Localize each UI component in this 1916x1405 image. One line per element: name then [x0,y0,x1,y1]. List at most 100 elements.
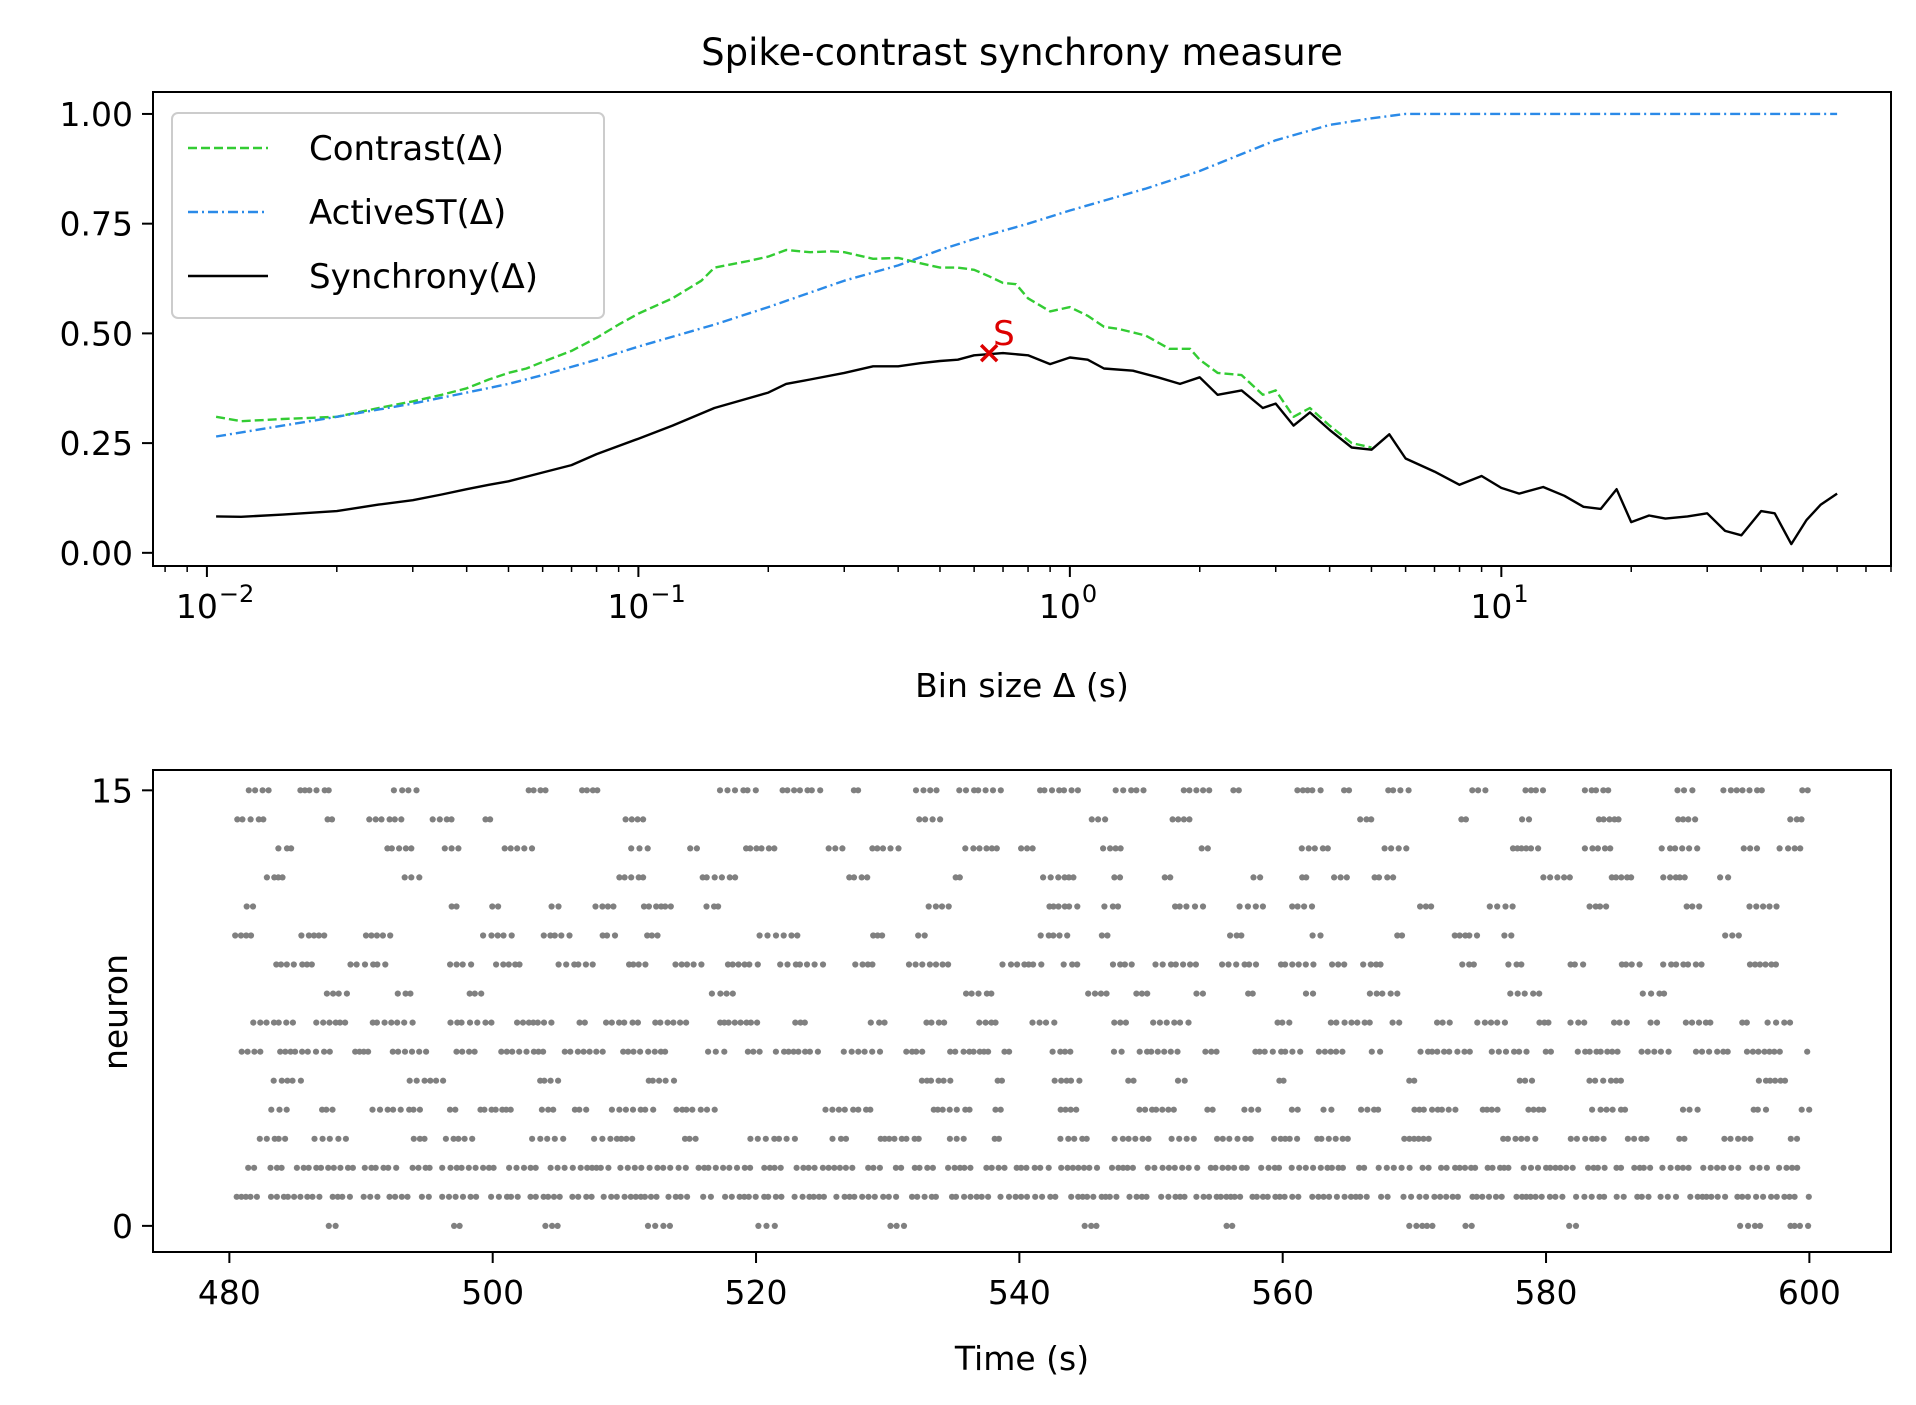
spike-dot [247,932,255,939]
spike-dot [495,903,502,910]
plot-frame [152,91,1892,567]
spike-dot [929,1164,937,1171]
spike-dot [368,932,375,939]
spike-dot [305,932,312,939]
spike-dot [1023,1164,1030,1171]
spike-dot [867,1106,874,1113]
spike-dot [516,961,523,968]
spike-dot [660,1222,667,1229]
spike-dot [540,1048,547,1055]
spike-dot [1768,1193,1775,1200]
spike-dot [1265,1164,1272,1171]
spike-dot [1694,1193,1701,1200]
spike-dot [1332,1135,1339,1142]
spike-dot [1616,1019,1623,1026]
spike-dot [1085,990,1092,997]
spike-dot [1781,1077,1789,1084]
spike-dot [534,1019,541,1026]
spike-dot [335,990,342,997]
spike-dot [717,990,724,997]
spike-dot [766,1164,774,1171]
spike-dot [571,1106,579,1113]
spike-dot [605,1164,612,1171]
spike-dot [1786,1193,1793,1200]
spike-dot [750,1048,757,1055]
spike-dot [1368,1048,1375,1055]
spike-dot [1161,1048,1168,1055]
spike-dot [1542,1048,1549,1055]
spike-dot [1075,1164,1082,1171]
spike-dot [1500,1135,1507,1142]
spike-dot [666,1222,674,1229]
spike-dot [1434,1048,1441,1055]
spike-dot [459,961,466,968]
spike-dot [1760,1193,1767,1200]
spike-dot [471,1048,478,1055]
spike-dot [1513,1193,1520,1200]
spike-dot [895,845,902,852]
spike-dot [1045,1164,1052,1171]
spike-dot [273,961,280,968]
spike-dot [530,787,537,794]
spike-dot [473,1193,480,1200]
spike-dot [448,903,455,910]
spike-dot [555,903,562,910]
spike-dot [589,1164,596,1171]
spike-dot [1720,1048,1727,1055]
spike-dot [1501,1019,1508,1026]
spike-dot [745,1193,752,1200]
spike-dot [1505,1164,1512,1171]
spike-dot [1609,1048,1616,1055]
spike-dot [468,961,475,968]
spike-dot [1586,903,1593,910]
spike-dot [1352,1193,1359,1200]
spike-dot [963,990,970,997]
spike-dot [583,787,591,794]
spike-dot [1601,845,1609,852]
spike-dot [305,1164,312,1171]
spike-dot [1325,1135,1332,1142]
spike-dot [1786,1019,1794,1026]
spike-dot [1692,961,1699,968]
spike-raster [232,787,1813,1229]
spike-dot [547,932,554,939]
spike-dot [1401,1135,1408,1142]
spike-dot [1744,1193,1751,1200]
spike-dot [1681,1135,1688,1142]
spike-dot [374,1193,381,1200]
spike-dot [1498,1193,1505,1200]
spike-dot [622,816,629,823]
spike-dot [781,1048,788,1055]
spike-dot [796,787,804,794]
spike-dot [1310,961,1317,968]
series-line-synchrony [216,351,1838,546]
spike-dot [1789,1164,1796,1171]
spike-dot [439,1164,446,1171]
spike-dot [394,1019,401,1026]
spike-dot [941,1019,948,1026]
spike-dot [1252,961,1260,968]
spike-dot [1065,1135,1072,1142]
spike-dot [1762,961,1769,968]
spike-dot [537,1135,544,1142]
spike-dot [382,961,389,968]
spike-dot [765,845,773,852]
spike-dot [675,1164,682,1171]
spike-dot [1183,1135,1190,1142]
spike-dot [700,1193,707,1200]
spike-dot [1106,1193,1113,1200]
spike-dot [381,1019,388,1026]
spike-dot [1136,1048,1143,1055]
spike-dot [711,874,718,881]
spike-dot [1727,1135,1734,1142]
spike-dot [1483,1106,1491,1113]
spike-dot [1018,845,1025,852]
spike-dot [1118,1048,1125,1055]
spike-dot [772,932,780,939]
spike-dot [308,961,315,968]
spike-dot [962,787,970,794]
spike-dot [772,1048,780,1055]
spike-dot [640,903,648,910]
spike-dot [267,1164,274,1171]
spike-dot [1142,1106,1149,1113]
